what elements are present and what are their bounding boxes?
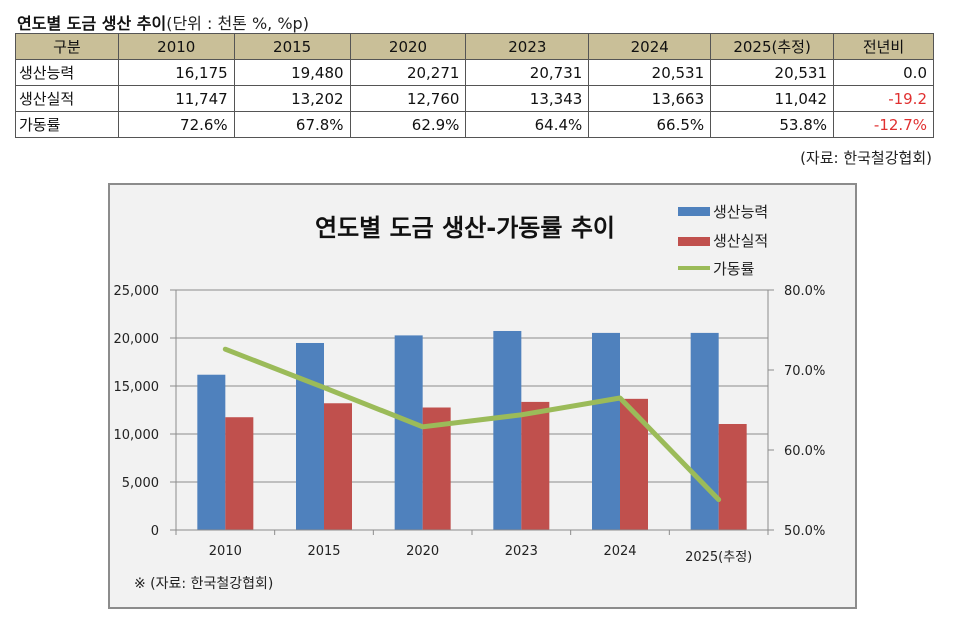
axes: 0 5,000 10,000 15,000 20,000 25,000 50.0% 60.0%… bbox=[114, 284, 826, 565]
table-cell: 16,175 bbox=[117, 59, 235, 86]
x-tick-label: 2015 bbox=[307, 544, 340, 559]
title-text: 연도별 도금 생산 추이 bbox=[17, 14, 167, 33]
change-cell: -19.2 bbox=[833, 85, 934, 112]
bar-output bbox=[324, 403, 352, 530]
x-tick-label: 2010 bbox=[209, 544, 242, 559]
bar-output bbox=[521, 401, 550, 530]
table-source: (자료: 한국철강협회) bbox=[800, 149, 932, 167]
table-row: 생산능력 16,175 19,480 20,271 20,731 20,531 … bbox=[15, 59, 934, 86]
bar-capacity bbox=[296, 342, 324, 530]
column-header: 2024 bbox=[588, 33, 712, 60]
table-cell: 11,747 bbox=[117, 85, 235, 112]
gridlines bbox=[176, 289, 768, 483]
row-label: 생산능력 bbox=[15, 59, 119, 86]
table-header-row: 구분 2010 2015 2020 2023 2024 2025(추정) 전년비 bbox=[15, 33, 934, 60]
unit-text: (단위 : 천톤 %, %p) bbox=[166, 14, 309, 33]
y2-tick-label: 60.0% bbox=[784, 444, 825, 459]
table-cell: 13,343 bbox=[465, 85, 590, 112]
bar-output bbox=[718, 423, 747, 530]
table-cell: 11,042 bbox=[710, 85, 835, 112]
column-header: 구분 bbox=[15, 33, 119, 60]
table-cell: 72.6% bbox=[117, 111, 235, 138]
y2-tick-label: 50.0% bbox=[784, 524, 825, 539]
legend-swatch-output bbox=[678, 237, 710, 246]
bar-output bbox=[620, 398, 648, 530]
change-cell: 0.0 bbox=[833, 59, 934, 86]
production-table: 구분 2010 2015 2020 2023 2024 2025(추정) 전년비… bbox=[15, 33, 934, 138]
table-cell: 64.4% bbox=[465, 111, 590, 138]
y-tick-label: 5,000 bbox=[122, 476, 159, 491]
table-cell: 13,202 bbox=[233, 85, 351, 112]
rate-line bbox=[222, 346, 722, 503]
table-cell: 67.8% bbox=[233, 111, 351, 138]
chart-footnote: ※ (자료: 한국철강협회) bbox=[134, 576, 273, 592]
y-tick-label: 25,000 bbox=[114, 284, 160, 299]
legend-label-rate: 가동률 bbox=[713, 260, 755, 278]
chart-title: 연도별 도금 생산-가동률 추이 bbox=[315, 214, 615, 242]
y2-tick-label: 80.0% bbox=[784, 284, 825, 299]
legend-label-output: 생산실적 bbox=[713, 232, 768, 250]
column-header: 2010 bbox=[117, 33, 235, 60]
x-tick-label: 2020 bbox=[406, 544, 439, 559]
x-tick-label: 2023 bbox=[505, 544, 538, 559]
x-tick-label: 2025(추정) bbox=[685, 550, 752, 565]
y2-tick-label: 70.0% bbox=[784, 364, 825, 379]
column-header: 2015 bbox=[233, 33, 351, 60]
bar-capacity bbox=[394, 335, 423, 530]
bar-output bbox=[225, 417, 254, 530]
bar-capacity bbox=[493, 330, 522, 530]
chart-frame bbox=[108, 183, 857, 609]
bar-capacity bbox=[690, 332, 719, 530]
column-header: 2023 bbox=[465, 33, 590, 60]
column-header: 2025(추정) bbox=[710, 33, 835, 60]
table-cell: 66.5% bbox=[588, 111, 712, 138]
rate-line-layer bbox=[222, 346, 722, 503]
bar-capacity bbox=[197, 374, 226, 530]
change-cell: -12.7% bbox=[833, 111, 934, 138]
y-tick-label: 0 bbox=[151, 524, 159, 539]
y-tick-label: 20,000 bbox=[114, 332, 160, 347]
table-cell: 20,271 bbox=[349, 59, 467, 86]
bars bbox=[197, 330, 747, 530]
x-tick-label: 2024 bbox=[603, 544, 636, 559]
row-label: 생산실적 bbox=[15, 85, 119, 112]
table-row: 가동률 72.6% 67.8% 62.9% 64.4% 66.5% 53.8% … bbox=[15, 111, 934, 138]
chart-legend: 생산능력 생산실적 가동률 bbox=[678, 203, 768, 278]
y-tick-label: 10,000 bbox=[114, 428, 160, 443]
table-cell: 62.9% bbox=[349, 111, 467, 138]
table-cell: 53.8% bbox=[710, 111, 835, 138]
page-title: 연도별 도금 생산 추이(단위 : 천톤 %, %p) bbox=[17, 10, 309, 34]
bar-capacity bbox=[592, 332, 620, 530]
column-header: 2020 bbox=[349, 33, 467, 60]
row-label: 가동률 bbox=[15, 111, 119, 138]
legend-label-capacity: 생산능력 bbox=[713, 203, 768, 221]
table-row: 생산실적 11,747 13,202 12,760 13,343 13,663 … bbox=[15, 85, 934, 112]
y-tick-label: 15,000 bbox=[114, 380, 160, 395]
legend-swatch-capacity bbox=[678, 207, 710, 216]
